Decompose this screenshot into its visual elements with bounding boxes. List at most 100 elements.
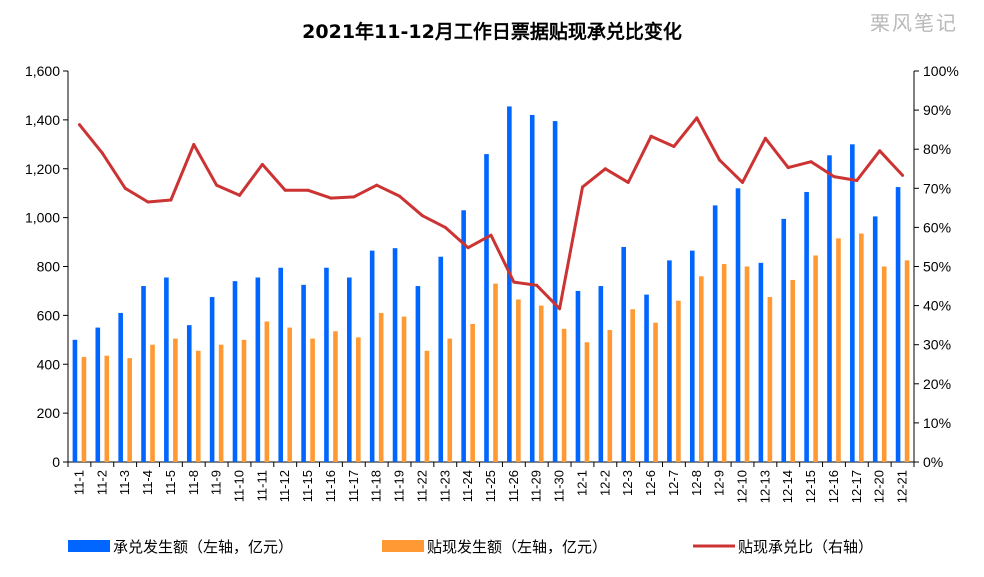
ratio-point (786, 166, 790, 170)
x-axis-tick-label: 12-1 (574, 470, 589, 496)
bar-discount (127, 358, 132, 462)
ratio-point (512, 280, 516, 284)
legend-swatch-acceptance (68, 540, 110, 552)
ratio-point (146, 200, 150, 204)
x-axis-tick-label: 11-18 (369, 470, 384, 502)
bar-acceptance (415, 286, 421, 462)
bar-acceptance (438, 256, 444, 462)
legend-label-ratio: 贴现承兑比（右轴） (738, 538, 873, 556)
ratio-point (603, 167, 607, 171)
bar-acceptance (347, 277, 352, 462)
ratio-point (809, 160, 813, 164)
bar-discount (676, 300, 681, 462)
ratio-point (352, 195, 356, 199)
bar-discount (310, 338, 315, 462)
ratio-point (192, 143, 196, 147)
bar-discount (173, 338, 178, 462)
right-axis-tick-label: 30% (923, 337, 951, 353)
ratio-point (763, 136, 767, 140)
bar-discount (584, 342, 590, 462)
bar-acceptance (301, 284, 306, 462)
x-axis-tick-label: 12-15 (803, 470, 818, 503)
bar-acceptance (735, 188, 741, 463)
bar-discount (333, 331, 338, 462)
bar-acceptance (575, 290, 581, 462)
x-axis-tick-label: 11-11 (254, 470, 269, 501)
x-axis-tick-label: 12-17 (849, 470, 864, 503)
bar-acceptance (392, 248, 398, 462)
bar-acceptance (209, 297, 215, 462)
ratio-point (215, 183, 219, 187)
bar-discount (767, 297, 773, 462)
x-axis-tick-label: 12-21 (895, 470, 910, 503)
bar-discount (401, 316, 407, 462)
ratio-point (626, 180, 630, 184)
bar-acceptance (164, 277, 169, 462)
bar-acceptance (621, 246, 626, 462)
x-axis-tick-label: 11-2 (94, 470, 109, 495)
x-axis-tick-label: 11-8 (186, 470, 201, 495)
bar-discount (195, 350, 201, 462)
bar-acceptance (598, 286, 604, 462)
ratio-point (420, 214, 424, 218)
right-axis-tick-label: 90% (923, 102, 951, 118)
ratio-point (260, 162, 264, 166)
bar-discount (81, 356, 87, 462)
bar-acceptance (804, 191, 809, 462)
x-axis-tick-label: 12-20 (872, 470, 887, 503)
ratio-point (741, 180, 745, 184)
bar-discount (447, 338, 453, 462)
x-axis-tick-label: 12-13 (757, 470, 772, 503)
ratio-line (78, 116, 904, 311)
x-axis-tick-label: 11-15 (300, 470, 315, 502)
ratio-point (580, 185, 584, 189)
bar-acceptance (552, 121, 558, 463)
ratio-point (100, 151, 104, 155)
ratio-point (237, 193, 241, 197)
bar-discount (904, 260, 910, 462)
legend: 承兑发生额（左轴，亿元） 贴现发生额（左轴，亿元） 贴现承兑比（右轴） (68, 538, 873, 556)
bar-discount (653, 322, 658, 462)
ratio-point (489, 233, 493, 237)
bar-acceptance (461, 210, 466, 462)
bar-acceptance (484, 154, 489, 462)
legend-swatch-discount (382, 540, 424, 552)
x-axis-tick-label: 12-2 (597, 470, 612, 496)
ratio-point (901, 173, 905, 177)
bar-acceptance (667, 260, 672, 462)
bar-acceptance (827, 155, 832, 462)
ratio-point (558, 307, 562, 311)
bar-acceptance (255, 277, 261, 462)
x-axis-tick-label: 11-1 (71, 470, 86, 495)
plot-area: 0 200 400 600 800 1,000 1,200 1,400 1,600 0% 10% 20… (25, 63, 959, 503)
bar-acceptance (895, 187, 901, 462)
bar-discount (859, 233, 864, 462)
bar-discount (698, 276, 704, 462)
ratio-point (169, 198, 173, 202)
x-axis-tick-label: 11-12 (277, 470, 292, 502)
right-axis-tick-label: 20% (923, 376, 951, 392)
bar-discount (264, 321, 270, 462)
ratio-point (855, 178, 859, 182)
bar-acceptance (758, 262, 764, 462)
right-axis-tick-label: 80% (923, 141, 951, 157)
bar-acceptance (529, 114, 535, 463)
ratio-point (832, 175, 836, 179)
x-axis-tick-label: 11-23 (437, 470, 452, 502)
left-axis-tick-label: 1,400 (25, 112, 60, 128)
bar-acceptance (95, 327, 101, 462)
x-axis-tick-label: 11-25 (483, 470, 498, 502)
x-axis-tick-label: 11-4 (140, 470, 155, 495)
bar-acceptance (141, 286, 146, 462)
left-axis-tick-label: 1,200 (25, 161, 60, 177)
bar-discount (607, 330, 613, 462)
bar-acceptance (72, 339, 78, 462)
ratio-point (535, 283, 539, 287)
bar-discount (378, 312, 384, 462)
x-axis-tick-label: 12-10 (735, 470, 750, 503)
x-axis-tick-label: 11-26 (506, 470, 521, 502)
ratio-point (329, 196, 333, 200)
bar-discount (287, 327, 293, 462)
left-axis-tick-label: 1,600 (25, 63, 60, 79)
